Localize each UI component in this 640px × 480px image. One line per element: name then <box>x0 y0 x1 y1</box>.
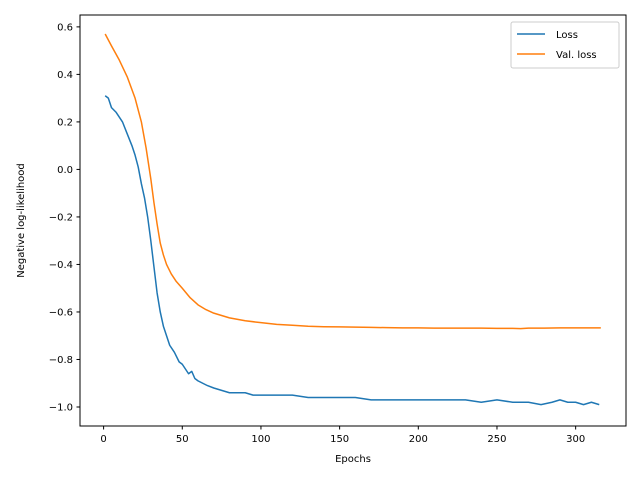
legend: Loss Val. loss <box>510 21 620 69</box>
axes-border <box>79 14 627 427</box>
y-tick-label: 0.2 <box>57 117 73 128</box>
x-tick-label: 100 <box>251 434 270 445</box>
y-tick-label: −0.6 <box>49 307 73 318</box>
x-tick-label: 50 <box>176 434 189 445</box>
axes-frame <box>79 14 627 427</box>
y-axis-label: Negative log-likelihood <box>16 163 27 278</box>
y-tick-label: 0.0 <box>57 165 73 176</box>
y-tick-label: 0.4 <box>57 70 73 81</box>
y-tick-label: −0.8 <box>49 355 73 366</box>
y-tick-label: 0.6 <box>57 22 73 33</box>
y-axis-ticks: −1.0 −0.8 −0.6 −0.4 −0.2 0.0 0.2 0.4 0.6 <box>49 22 80 413</box>
x-tick-label: 250 <box>487 434 506 445</box>
legend-label-val-loss: Val. loss <box>556 50 597 61</box>
x-tick-label: 150 <box>330 434 349 445</box>
series-line-loss <box>104 95 600 406</box>
x-axis-ticks: 0 50 100 150 200 250 300 <box>100 426 585 445</box>
x-tick-label: 200 <box>409 434 428 445</box>
x-axis-label: Epochs <box>335 454 371 465</box>
y-tick-label: −0.4 <box>49 260 73 271</box>
series-line-val-loss <box>104 33 601 330</box>
y-tick-label: −1.0 <box>49 402 73 413</box>
plot-lines <box>104 33 601 406</box>
x-tick-label: 300 <box>566 434 585 445</box>
y-tick-label: −0.2 <box>49 212 73 223</box>
legend-box <box>510 21 620 69</box>
legend-label-loss: Loss <box>556 30 578 41</box>
x-tick-label: 0 <box>100 434 106 445</box>
